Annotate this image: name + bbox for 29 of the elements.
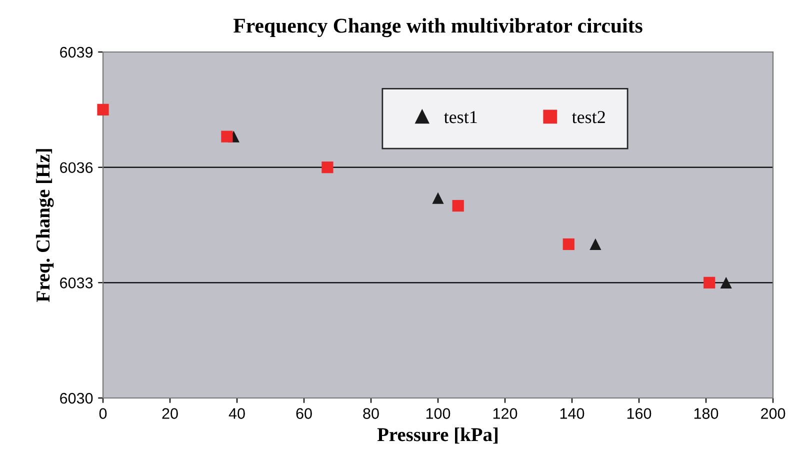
x-tick-label: 100 xyxy=(426,408,450,419)
y-tick-label: 6039 xyxy=(60,46,93,58)
point xyxy=(720,276,732,288)
y-tick-label: 6036 xyxy=(60,162,93,174)
chart-title: Frequency Change with multivibrator circuits xyxy=(233,18,642,38)
y-axis-title: Freq. Change [Hz] xyxy=(36,149,54,302)
x-tick-label: 140 xyxy=(560,408,584,419)
x-tick-label: 20 xyxy=(162,408,178,419)
x-tick-label: 60 xyxy=(296,408,312,419)
x-tick-label: 200 xyxy=(761,408,786,419)
x-tick-label: 80 xyxy=(363,408,379,419)
x-tick-label: 180 xyxy=(694,408,718,419)
x-tick-label: 160 xyxy=(627,408,652,419)
x-tick-label: 0 xyxy=(99,408,107,419)
point xyxy=(432,192,444,204)
point xyxy=(322,162,334,174)
y-tick-label: 6033 xyxy=(60,278,93,288)
y-tick-label: 6030 xyxy=(60,392,93,404)
point xyxy=(704,276,716,288)
point xyxy=(452,200,464,212)
x-tick-label: 40 xyxy=(228,408,245,419)
x-axis-title: Pressure [kPa] xyxy=(377,428,498,444)
legend-label: test2 xyxy=(572,111,605,124)
point xyxy=(221,130,233,142)
x-tick-label: 120 xyxy=(493,408,518,419)
point xyxy=(562,238,574,250)
point xyxy=(97,104,109,116)
point xyxy=(590,238,602,250)
legend-label: test1 xyxy=(444,111,477,124)
